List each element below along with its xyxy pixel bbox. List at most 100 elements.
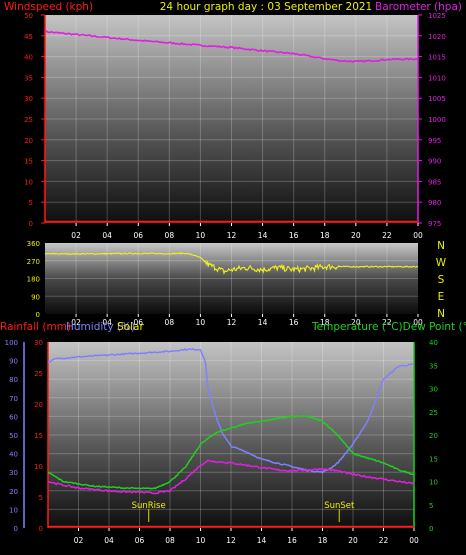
sun-markers: SunRise SunSet — [132, 501, 355, 522]
y-tick-label: 995 — [428, 137, 441, 145]
x-tick-label: 20 — [348, 536, 358, 545]
baro-series — [44, 30, 419, 223]
y-tick-label: 100 — [5, 339, 18, 347]
y-tick-label: 1025 — [428, 12, 446, 20]
rain-axis: 0 5 10 15 20 25 30 — [34, 339, 49, 533]
x-tick-label: 12 — [226, 536, 236, 545]
y-tick-label: 975 — [428, 220, 441, 228]
x-tick-label: 20 — [351, 318, 361, 327]
sunset-label: SunSet — [324, 501, 355, 511]
y-tick-label: 35 — [24, 74, 33, 82]
rain-plot-area — [48, 342, 414, 528]
y-tick-label: 50 — [24, 12, 33, 20]
y-tick-label: 25 — [34, 370, 43, 378]
y-tick-label: 980 — [428, 199, 441, 207]
y-tick-label: 40 — [429, 339, 438, 347]
y-tick-label: 90 — [31, 293, 40, 301]
wind-x-axis: 02 04 06 08 10 12 14 16 18 20 22 00 — [71, 223, 423, 240]
rain-x-axis: 02 04 06 08 10 12 14 16 18 20 22 00 — [74, 528, 419, 545]
y-tick-label: 360 — [27, 240, 40, 248]
rainfall-axis-label: Rainfall (mm) — [0, 321, 71, 333]
y-tick-label: 0 — [39, 525, 43, 533]
y-tick-label: 30 — [34, 339, 43, 347]
humidity-line — [47, 347, 414, 474]
x-tick-label: 14 — [257, 536, 267, 545]
humidity-axis: 0 10 20 30 40 50 60 70 80 90 100 — [5, 339, 25, 533]
x-tick-label: 16 — [289, 231, 299, 240]
temperature-line — [47, 414, 415, 490]
compass-letter: S — [438, 274, 445, 286]
y-tick-label: 10 — [34, 463, 43, 471]
y-tick-label: 1005 — [428, 95, 446, 103]
x-tick-label: 22 — [379, 536, 389, 545]
solar-axis-label: Solar — [117, 321, 144, 333]
x-tick-label: 22 — [382, 231, 392, 240]
x-tick-label: 10 — [196, 318, 206, 327]
x-tick-label: 00 — [413, 318, 423, 327]
x-tick-label: 20 — [351, 231, 361, 240]
y-tick-label: 45 — [24, 33, 33, 41]
y-tick-label: 10 — [429, 479, 438, 487]
y-tick-label: 5 — [39, 494, 43, 502]
graph-title: 24 hour graph day : 03 September 2021 — [160, 1, 372, 13]
baro-right-axis: 975 980 985 990 995 1000 1005 1010 1015 1020 1025 — [417, 12, 446, 228]
y-tick-label: 10 — [24, 178, 33, 186]
y-tick-label: 1000 — [428, 116, 446, 124]
direction-line — [44, 251, 419, 275]
barometer-line — [44, 30, 419, 63]
y-tick-label: 25 — [24, 116, 33, 124]
y-tick-label: 25 — [429, 409, 438, 417]
temp-dew-axis-label: Temperature (°C)Dew Point (°C) — [311, 321, 466, 333]
direction-series — [44, 251, 419, 275]
y-tick-label: 1010 — [428, 74, 446, 82]
windspeed-axis-label: Windspeed (kph) — [4, 1, 93, 13]
y-tick-label: 1015 — [428, 54, 446, 62]
y-tick-label: 20 — [9, 488, 18, 496]
x-tick-label: 02 — [74, 536, 84, 545]
y-tick-label: 15 — [429, 455, 438, 463]
y-tick-label: 40 — [24, 54, 33, 62]
x-tick-label: 18 — [320, 318, 330, 327]
y-tick-label: 270 — [27, 258, 40, 266]
x-tick-label: 16 — [287, 536, 297, 545]
x-tick-label: 08 — [165, 536, 175, 545]
x-tick-label: 08 — [165, 231, 175, 240]
y-tick-label: 15 — [34, 432, 43, 440]
x-tick-label: 14 — [258, 318, 268, 327]
x-tick-label: 04 — [102, 231, 112, 240]
humidity-axis-label: Humidity (%) — [66, 321, 135, 333]
sunrise-label: SunRise — [132, 501, 166, 511]
y-tick-label: 30 — [429, 386, 438, 394]
x-tick-label: 04 — [104, 536, 114, 545]
y-tick-label: 20 — [24, 137, 33, 145]
x-tick-label: 06 — [133, 231, 143, 240]
y-tick-label: 80 — [9, 376, 18, 384]
x-tick-label: 18 — [320, 231, 330, 240]
x-tick-label: 22 — [382, 318, 392, 327]
direction-plot-area — [45, 243, 418, 314]
x-tick-label: 14 — [258, 231, 268, 240]
x-tick-label: 12 — [227, 318, 237, 327]
y-tick-label: 90 — [9, 358, 18, 366]
rain-grid — [48, 342, 414, 528]
y-tick-label: 20 — [429, 432, 438, 440]
compass-letter: E — [438, 291, 445, 303]
y-tick-label: 0 — [29, 220, 33, 228]
x-tick-label: 02 — [71, 318, 81, 327]
wind-left-axis: 0 5 10 15 20 25 30 35 40 45 50 — [24, 12, 46, 228]
compass-letter: W — [436, 257, 447, 269]
y-tick-label: 180 — [27, 276, 40, 284]
y-tick-label: 35 — [429, 362, 438, 370]
x-tick-label: 00 — [413, 231, 423, 240]
x-tick-label: 06 — [135, 536, 145, 545]
x-tick-label: 02 — [71, 231, 81, 240]
y-tick-label: 40 — [9, 451, 18, 459]
y-tick-label: 60 — [9, 413, 18, 421]
y-tick-label: 0 — [14, 525, 18, 533]
x-tick-label: 06 — [133, 318, 143, 327]
direction-x-axis: 02 04 06 08 10 12 14 16 18 20 22 00 — [71, 314, 423, 327]
y-tick-label: 20 — [34, 401, 43, 409]
y-tick-label: 30 — [24, 95, 33, 103]
